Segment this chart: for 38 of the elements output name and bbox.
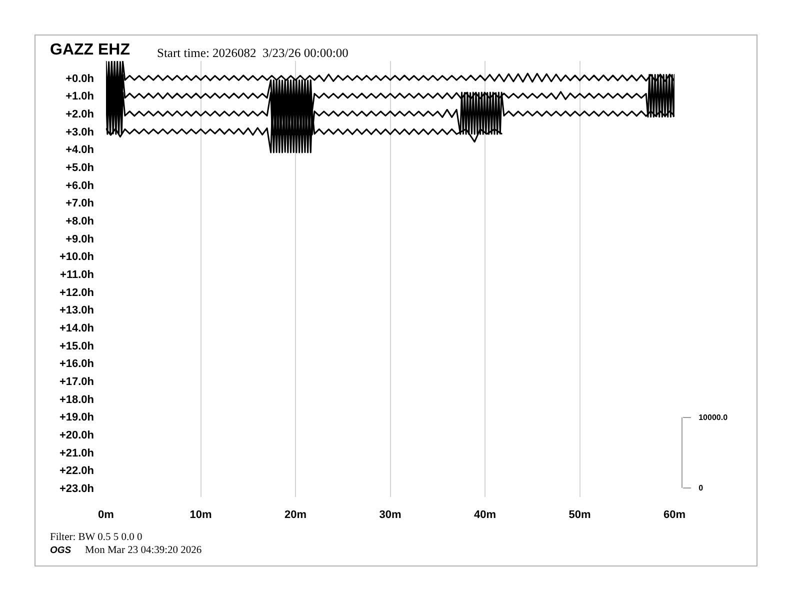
chart-title: GAZZ EHZ [50,42,130,59]
y-tick-label: +13.0h [59,304,94,317]
x-tick-label: 0m [98,509,114,521]
y-tick-label: +5.0h [66,162,94,174]
y-tick-label: +3.0h [66,126,94,138]
y-tick-label: +18.0h [59,394,94,406]
y-tick-label: +4.0h [66,144,94,156]
y-tick-label: +15.0h [59,340,94,352]
y-tick-label: +6.0h [66,180,94,192]
y-tick-label: +7.0h [66,198,94,210]
chart-subtitle: Start time: 2026082 3/23/26 00:00:00 [157,46,348,60]
x-tick-label: 30m [379,509,402,521]
text: OGS [50,545,72,556]
y-tick-label: +12.0h [59,286,94,299]
text: Filter: BW 0.5 5 0.0 0 [50,532,142,543]
y-tick-label: +11.0h [60,268,94,281]
y-tick-label: +14.0h [59,322,94,334]
y-tick-label: +9.0h [66,233,94,246]
y-tick-label: +20.0h [59,429,94,442]
x-tick-label: 50m [568,509,591,521]
y-tick-label: +19.0h [59,412,94,424]
text: Mon Mar 23 04:39:20 2026 [85,545,202,556]
y-tick-label: +1.0h [66,90,94,103]
y2-tick-label: 0 [698,484,704,493]
y-tick-label: +21.0h [59,447,94,460]
x-tick-label: 40m [474,509,496,521]
y-tick-label: +17.0h [59,376,94,388]
y-tick-label: +22.0h [59,465,94,478]
y-tick-label: +23.0h [59,482,94,495]
y-tick-label: +0.0h [66,72,94,85]
x-tick-label: 10m [190,509,212,521]
y-tick-label: +10.0h [59,251,94,264]
y-tick-label: +2.0h [66,108,94,120]
y-tick-label: +8.0h [66,215,94,228]
y-tick-label: +16.0h [59,358,94,370]
x-tick-label: 60m [663,509,686,521]
x-tick-label: 20m [284,509,307,521]
y2-tick-label: 10000.0 [698,413,728,422]
